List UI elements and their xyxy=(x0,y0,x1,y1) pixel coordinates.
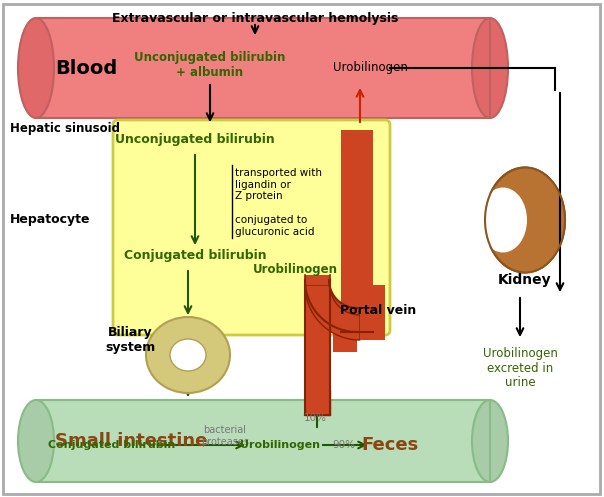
FancyBboxPatch shape xyxy=(113,120,390,335)
Ellipse shape xyxy=(18,18,54,118)
Text: Urobilinogen
excreted in
urine: Urobilinogen excreted in urine xyxy=(483,346,557,390)
Ellipse shape xyxy=(479,187,527,252)
Text: Biliary
system: Biliary system xyxy=(105,326,155,354)
Ellipse shape xyxy=(146,317,230,393)
Bar xyxy=(341,130,373,332)
Bar xyxy=(305,390,330,415)
Text: Conjugated bilirubin: Conjugated bilirubin xyxy=(48,440,176,450)
Ellipse shape xyxy=(472,400,508,482)
Ellipse shape xyxy=(485,167,565,272)
Text: Hepatic sinusoid: Hepatic sinusoid xyxy=(10,122,120,135)
Text: Small intestine: Small intestine xyxy=(55,432,207,450)
Ellipse shape xyxy=(170,339,206,371)
Text: transported with
ligandin or
Z protein: transported with ligandin or Z protein xyxy=(235,168,322,201)
Text: Blood: Blood xyxy=(55,59,117,78)
Ellipse shape xyxy=(472,18,508,118)
Text: Hepatocyte: Hepatocyte xyxy=(10,214,91,227)
Text: bacterial
proteases: bacterial proteases xyxy=(201,425,249,447)
Text: Unconjugated bilirubin
+ albumin: Unconjugated bilirubin + albumin xyxy=(134,51,286,79)
Bar xyxy=(305,275,330,285)
Text: Feces: Feces xyxy=(361,436,419,454)
Text: Unconjugated bilirubin: Unconjugated bilirubin xyxy=(115,134,275,147)
Text: Urobilinogen: Urobilinogen xyxy=(333,62,408,75)
Bar xyxy=(36,18,490,118)
Text: Conjugated bilirubin: Conjugated bilirubin xyxy=(124,248,266,261)
Text: 90%: 90% xyxy=(332,440,355,450)
Text: Urobilinogen: Urobilinogen xyxy=(252,263,338,276)
Polygon shape xyxy=(503,167,565,272)
Text: 10%: 10% xyxy=(303,413,327,423)
Text: Extravascular or intravascular hemolysis: Extravascular or intravascular hemolysis xyxy=(112,12,398,25)
Text: Kidney: Kidney xyxy=(498,273,552,287)
Bar xyxy=(305,275,330,410)
Bar xyxy=(360,285,385,340)
Ellipse shape xyxy=(18,400,54,482)
Bar xyxy=(36,400,490,482)
Text: Urobilinogen: Urobilinogen xyxy=(240,440,320,450)
Text: Portal vein: Portal vein xyxy=(340,304,416,317)
Polygon shape xyxy=(305,285,360,340)
Bar xyxy=(333,332,357,352)
Polygon shape xyxy=(305,280,357,332)
Text: conjugated to
glucuronic acid: conjugated to glucuronic acid xyxy=(235,215,315,237)
Bar xyxy=(305,285,330,415)
